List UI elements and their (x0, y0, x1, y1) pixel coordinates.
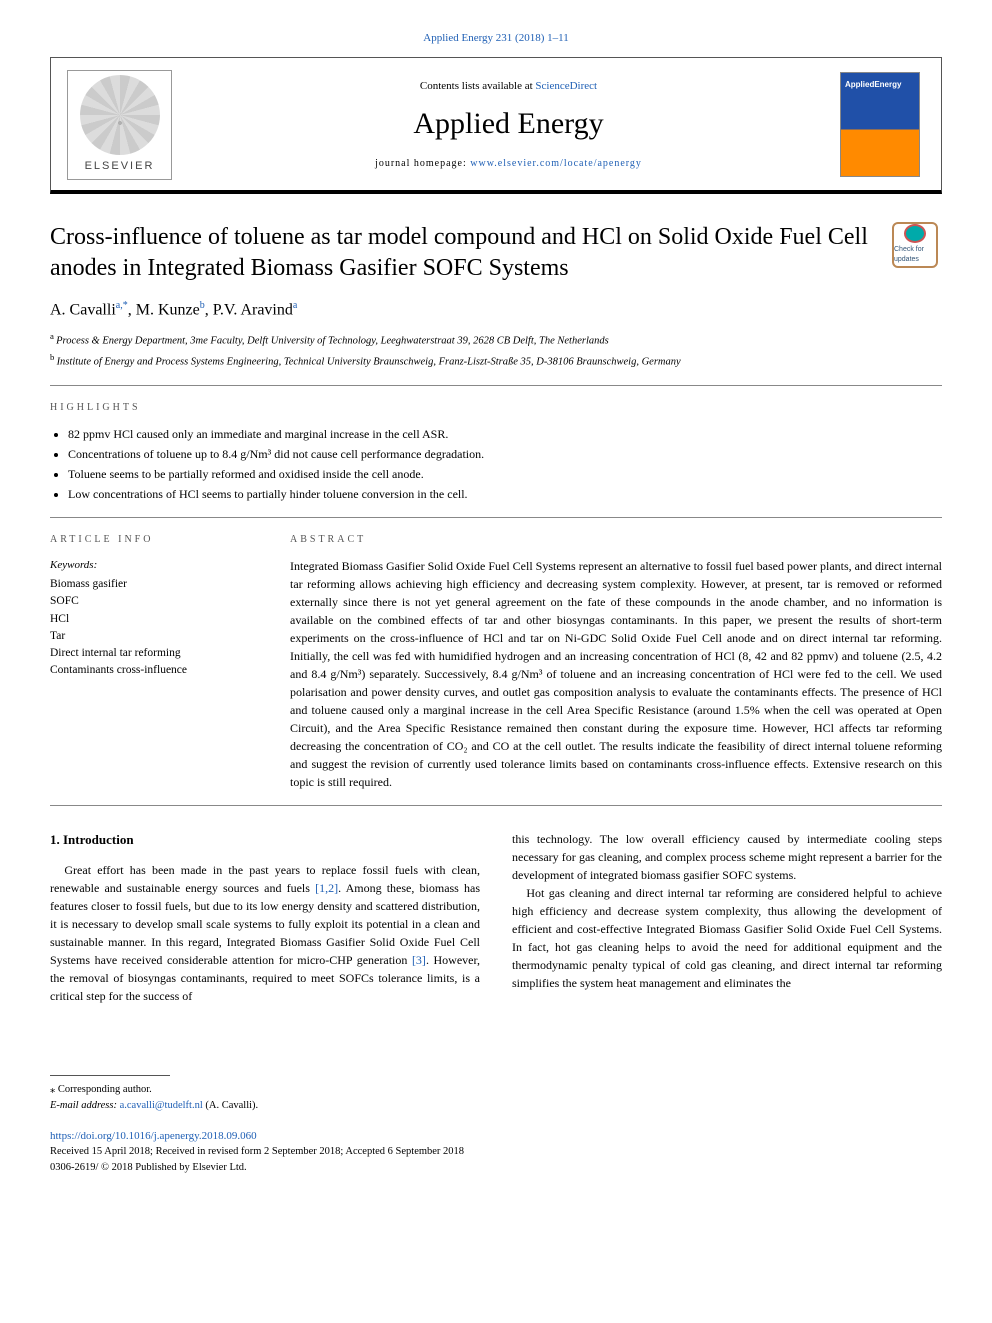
keyword: HCl (50, 611, 250, 628)
ref-link[interactable]: [3] (412, 953, 426, 967)
article-title: Cross-influence of toluene as tar model … (50, 222, 872, 284)
divider (50, 517, 942, 518)
intro-heading: 1. Introduction (50, 830, 480, 850)
highlight-item: Low concentrations of HCl seems to parti… (68, 485, 942, 503)
column-left: 1. Introduction Great effort has been ma… (50, 830, 480, 1006)
divider (50, 385, 942, 386)
divider (50, 805, 942, 806)
contents-prefix: Contents lists available at (420, 80, 535, 92)
sciencedirect-link[interactable]: ScienceDirect (535, 80, 597, 92)
highlight-item: Toluene seems to be partially reformed a… (68, 465, 942, 483)
journal-name: Applied Energy (191, 101, 826, 146)
email-link[interactable]: a.cavalli@tudelft.nl (120, 1100, 203, 1111)
homepage-line: journal homepage: www.elsevier.com/locat… (191, 156, 826, 171)
email-author: (A. Cavalli). (203, 1100, 258, 1111)
elsevier-tree-icon (80, 75, 160, 155)
article-info-label: ARTICLE INFO (50, 532, 250, 547)
journal-citation: Applied Energy 231 (2018) 1–11 (50, 30, 942, 47)
contents-line: Contents lists available at ScienceDirec… (191, 78, 826, 95)
cover-label: AppliedEnergy (845, 79, 915, 91)
author: M. Kunze (136, 301, 200, 318)
email-label: E-mail address: (50, 1100, 120, 1111)
author-affil-mark: b (200, 300, 205, 311)
author-affil-mark: a,* (116, 300, 128, 311)
intro-para-2: Hot gas cleaning and direct internal tar… (512, 884, 942, 992)
author-list: A. Cavallia,*, M. Kunzeb, P.V. Aravinda (50, 298, 942, 322)
ref-link[interactable]: [1,2] (315, 881, 338, 895)
homepage-prefix: journal homepage: (375, 158, 470, 169)
homepage-link[interactable]: www.elsevier.com/locate/apenergy (470, 158, 642, 169)
received-line: Received 15 April 2018; Received in revi… (50, 1144, 942, 1160)
email-line: E-mail address: a.cavalli@tudelft.nl (A.… (50, 1098, 942, 1114)
author: P.V. Aravind (213, 301, 293, 318)
column-right: this technology. The low overall efficie… (512, 830, 942, 1006)
highlight-item: 82 ppmv HCl caused only an immediate and… (68, 425, 942, 443)
highlight-item: Concentrations of toluene up to 8.4 g/Nm… (68, 445, 942, 463)
journal-cover-thumb: AppliedEnergy (840, 72, 920, 177)
keywords-list: Biomass gasifierSOFCHClTarDirect interna… (50, 576, 250, 680)
check-updates-badge[interactable]: Check for updates (892, 222, 938, 268)
abstract-text: Integrated Biomass Gasifier Solid Oxide … (290, 557, 942, 791)
body-columns: 1. Introduction Great effort has been ma… (50, 830, 942, 1006)
author-affil-mark: a (293, 300, 297, 311)
keyword: Direct internal tar reforming (50, 645, 250, 662)
elsevier-logo: ELSEVIER (67, 70, 172, 180)
highlights-section: HIGHLIGHTS 82 ppmv HCl caused only an im… (50, 400, 942, 503)
abstract-label: ABSTRACT (290, 532, 942, 547)
intro-para-1-cont: this technology. The low overall efficie… (512, 830, 942, 884)
publisher-name: ELSEVIER (85, 158, 155, 175)
updates-mark-icon (904, 224, 926, 243)
article-info: ARTICLE INFO Keywords: Biomass gasifierS… (50, 532, 250, 791)
keyword: Contaminants cross-influence (50, 662, 250, 679)
copyright-line: 0306-2619/ © 2018 Published by Elsevier … (50, 1160, 942, 1176)
corresponding-author: ⁎ Corresponding author. (50, 1082, 942, 1098)
affiliation: a Process & Energy Department, 3me Facul… (50, 330, 942, 349)
highlights-label: HIGHLIGHTS (50, 400, 942, 415)
footer: ⁎ Corresponding author. E-mail address: … (50, 1075, 942, 1176)
keyword: Biomass gasifier (50, 576, 250, 593)
abstract-section: ABSTRACT Integrated Biomass Gasifier Sol… (290, 532, 942, 791)
author: A. Cavalli (50, 301, 116, 318)
intro-para-1: Great effort has been made in the past y… (50, 861, 480, 1005)
doi-link[interactable]: https://doi.org/10.1016/j.apenergy.2018.… (50, 1130, 257, 1142)
affiliation: b Institute of Energy and Process System… (50, 351, 942, 370)
journal-header: ELSEVIER Contents lists available at Sci… (50, 57, 942, 194)
keywords-label: Keywords: (50, 557, 250, 574)
updates-label: Check for updates (894, 245, 936, 266)
keyword: Tar (50, 628, 250, 645)
keyword: SOFC (50, 593, 250, 610)
